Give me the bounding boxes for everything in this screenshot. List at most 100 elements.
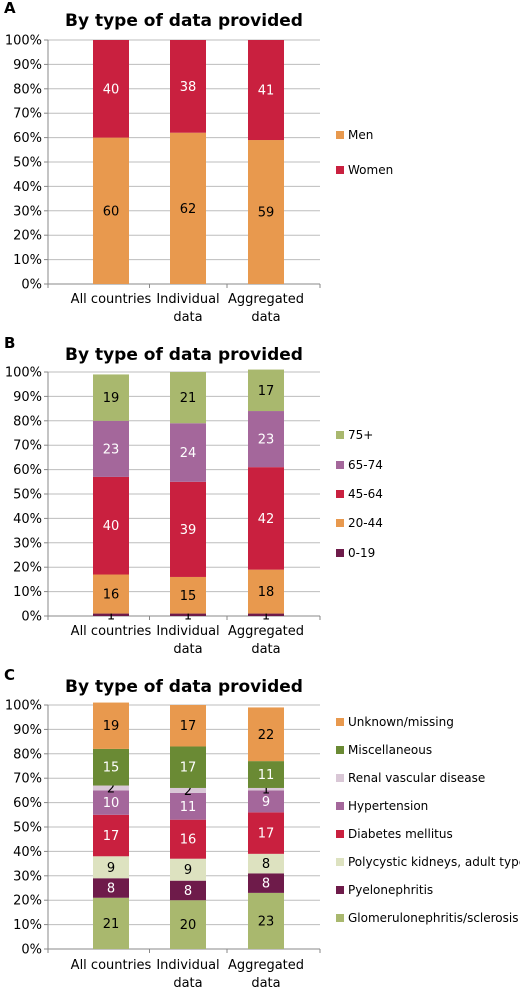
bar-65-74-all-countries bbox=[93, 420, 129, 477]
bar-polycystic-kidneys-adult-type-aggregated-data bbox=[248, 853, 284, 874]
data-label: 41 bbox=[258, 84, 275, 99]
bar-diabetes-mellitus-individual-data bbox=[170, 819, 206, 859]
legend-label: Renal vascular disease bbox=[348, 771, 485, 785]
bar-unknown-missing-all-countries bbox=[93, 702, 129, 749]
bar-renal-vascular-disease-all-countries bbox=[93, 785, 129, 791]
bar-65-74-aggregated-data bbox=[248, 411, 284, 468]
y-tick-label: 10% bbox=[13, 253, 42, 268]
y-tick-label: 50% bbox=[13, 821, 42, 836]
bar-diabetes-mellitus-aggregated-data bbox=[248, 812, 284, 854]
legend-swatch-20-44 bbox=[336, 519, 344, 527]
data-label: 23 bbox=[258, 914, 275, 929]
bar-75-individual-data bbox=[170, 372, 206, 424]
x-tick-label: All countries bbox=[71, 624, 152, 639]
bar-pyelonephritis-all-countries bbox=[93, 878, 129, 898]
y-tick-label: 50% bbox=[13, 488, 42, 503]
data-label: 15 bbox=[103, 761, 120, 776]
bar-polycystic-kidneys-adult-type-all-countries bbox=[93, 856, 129, 879]
legend-swatch-unknown-missing bbox=[336, 718, 344, 726]
chart-panel-c: C By type of data provided 0% 10% 20% 30% 40% 5… bbox=[4, 666, 520, 990]
legend-label: Unknown/missing bbox=[348, 715, 454, 729]
x-tick-label: All countries bbox=[71, 292, 152, 307]
x-tick-label: Aggregated data bbox=[228, 292, 304, 325]
bar-renal-vascular-disease-individual-data bbox=[170, 787, 206, 793]
bar-diabetes-mellitus-all-countries bbox=[93, 814, 129, 857]
y-tick-label: 10% bbox=[13, 918, 42, 933]
legend: Glomerulonephritis/sclerosis Pyelonephrit… bbox=[336, 715, 520, 925]
x-tick-label: Individual data bbox=[156, 958, 219, 990]
data-label: 1 bbox=[262, 783, 270, 798]
data-label: 1 bbox=[262, 608, 270, 623]
bar-women-individual-data bbox=[170, 40, 206, 133]
data-label: 16 bbox=[103, 588, 120, 603]
chart-panel-a: A By type of data provided 0% 10% 20% 30% 40% 5… bbox=[4, 0, 393, 325]
y-tick-label: 70% bbox=[13, 107, 42, 122]
y-tick-label: 40% bbox=[13, 512, 42, 527]
data-label: 9 bbox=[184, 863, 192, 878]
legend-label: 20-44 bbox=[348, 516, 383, 530]
legend-swatch-0-19 bbox=[336, 549, 344, 557]
legend-swatch-diabetes-mellitus bbox=[336, 830, 344, 838]
data-label: 40 bbox=[103, 82, 120, 97]
y-tick-label: 20% bbox=[13, 229, 42, 244]
legend-label: Pyelonephritis bbox=[348, 883, 433, 897]
bar-45-64-all-countries bbox=[93, 476, 129, 575]
bar-hypertension-individual-data bbox=[170, 792, 206, 820]
y-tick-label: 60% bbox=[13, 131, 42, 146]
data-label: 15 bbox=[180, 589, 197, 604]
y-tick-label: 0% bbox=[21, 943, 42, 958]
bar-20-44-individual-data bbox=[170, 576, 206, 614]
y-tick-label: 10% bbox=[13, 585, 42, 600]
bar-men-individual-data bbox=[170, 132, 206, 284]
data-label: 20 bbox=[180, 918, 197, 933]
data-label: 24 bbox=[180, 446, 197, 461]
data-label: 11 bbox=[258, 768, 275, 783]
chart-title: By type of data provided bbox=[65, 11, 303, 31]
y-tick-label: 100% bbox=[5, 34, 42, 49]
bar-men-aggregated-data bbox=[248, 140, 284, 284]
data-label: 17 bbox=[258, 384, 275, 399]
y-tick-label: 80% bbox=[13, 82, 42, 97]
legend-swatch-miscellaneous bbox=[336, 746, 344, 754]
bar-20-44-aggregated-data bbox=[248, 569, 284, 614]
data-label: 19 bbox=[103, 719, 120, 734]
y-tick-label: 30% bbox=[13, 869, 42, 884]
bar-miscellaneous-aggregated-data bbox=[248, 761, 284, 788]
y-tick-label: 90% bbox=[13, 58, 42, 73]
data-label: 19 bbox=[103, 391, 120, 406]
data-label: 22 bbox=[258, 728, 275, 743]
legend-label: 45-64 bbox=[348, 487, 383, 501]
panel-letter: A bbox=[4, 0, 16, 17]
x-tick-label: All countries bbox=[71, 958, 152, 973]
y-tick-label: 30% bbox=[13, 204, 42, 219]
y-tick-label: 0% bbox=[21, 278, 42, 293]
bar-pyelonephritis-aggregated-data bbox=[248, 873, 284, 893]
legend-label: Glomerulonephritis/sclerosis bbox=[348, 911, 519, 925]
data-label: 21 bbox=[103, 917, 120, 932]
legend-swatch-65-74 bbox=[336, 461, 344, 469]
bar-pyelonephritis-individual-data bbox=[170, 880, 206, 901]
x-tick-label: Aggregated data bbox=[228, 624, 304, 657]
data-label: 1 bbox=[107, 608, 115, 623]
data-label: 62 bbox=[180, 202, 197, 217]
bar-glomerulonephritis-sclerosis-all-countries bbox=[93, 897, 129, 949]
bar-glomerulonephritis-sclerosis-individual-data bbox=[170, 900, 206, 949]
data-label: 9 bbox=[262, 795, 270, 810]
bar-45-64-individual-data bbox=[170, 481, 206, 577]
bar-men-all-countries bbox=[93, 137, 129, 284]
data-label: 18 bbox=[258, 585, 275, 600]
y-tick-label: 30% bbox=[13, 536, 42, 551]
data-label: 38 bbox=[180, 80, 197, 95]
legend-swatch-hypertension bbox=[336, 802, 344, 810]
legend-label: Men bbox=[348, 128, 373, 142]
bar-hypertension-all-countries bbox=[93, 790, 129, 815]
legend-swatch-men bbox=[336, 131, 344, 139]
y-tick-label: 100% bbox=[5, 366, 42, 381]
data-label: 42 bbox=[258, 512, 275, 527]
data-label: 21 bbox=[180, 391, 197, 406]
y-tick-label: 60% bbox=[13, 463, 42, 478]
bar-45-64-aggregated-data bbox=[248, 467, 284, 570]
y-tick-label: 80% bbox=[13, 414, 42, 429]
data-label: 40 bbox=[103, 519, 120, 534]
